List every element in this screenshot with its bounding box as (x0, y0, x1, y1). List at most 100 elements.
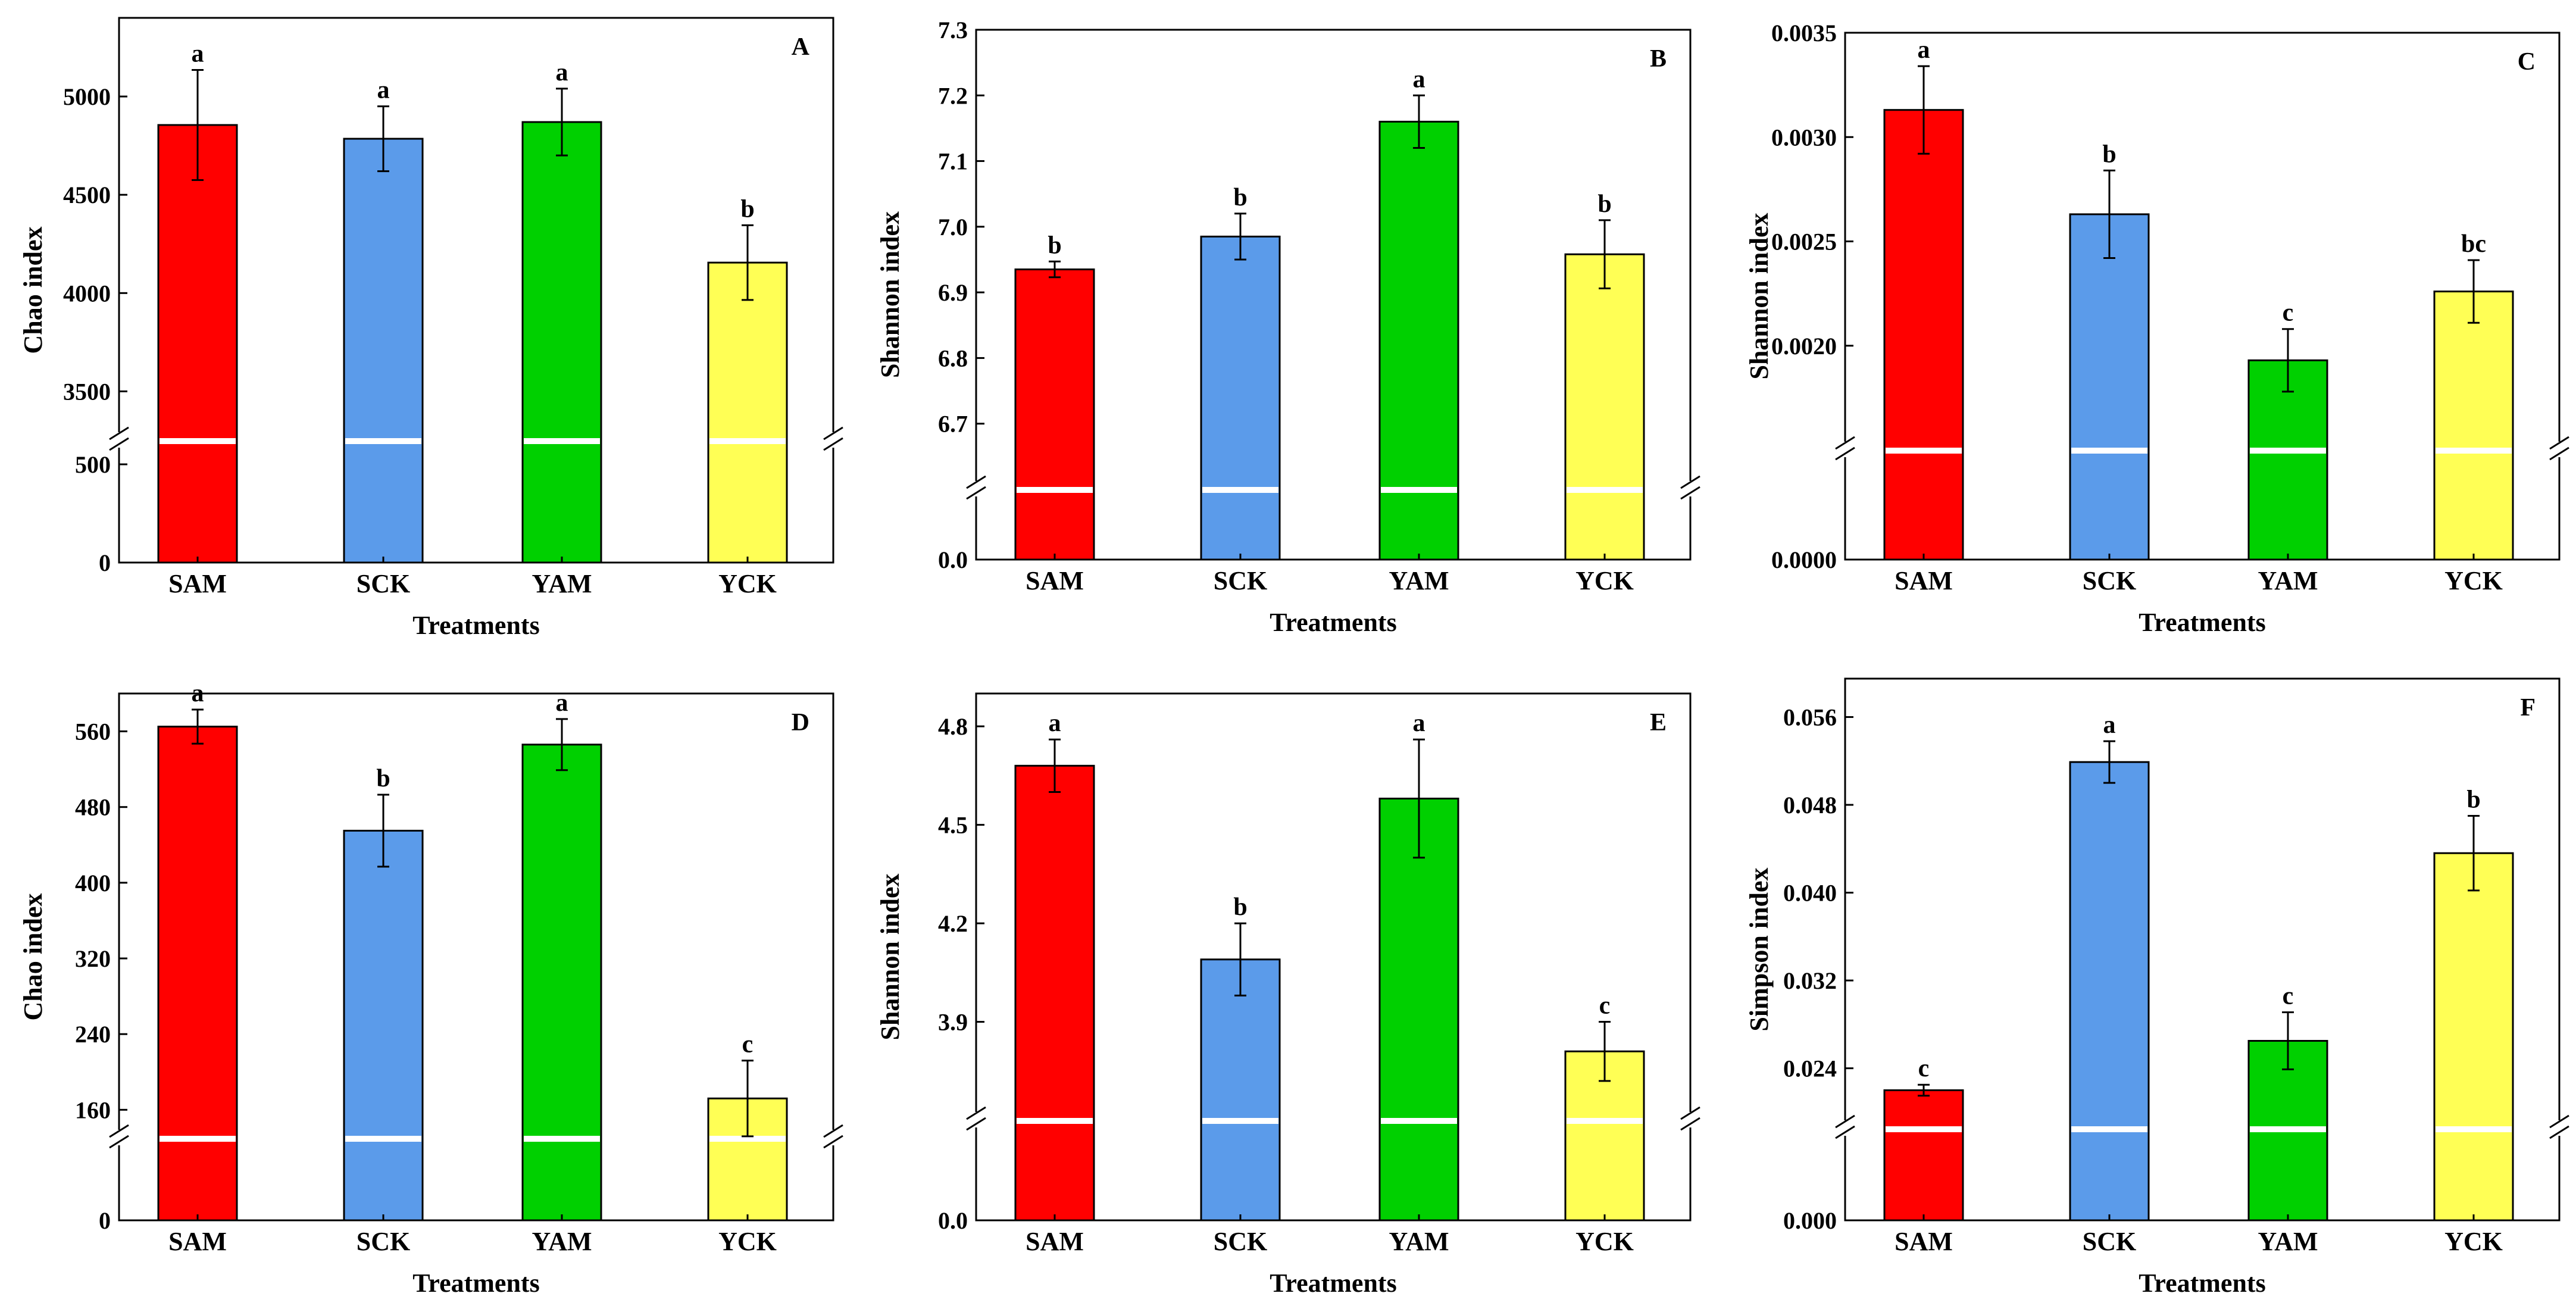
plot-frame (118, 17, 834, 564)
y-tick-label: 7.1 (938, 148, 968, 175)
y-tick-label: 0.032 (1783, 967, 1837, 994)
bar-sck (343, 829, 424, 1222)
bar-yck (1564, 253, 1645, 561)
bar-sck (1200, 235, 1281, 561)
bar-break-band (1886, 1126, 1962, 1132)
y-axis-title: Shannon index (1745, 213, 1774, 379)
significance-letter: c (1918, 1055, 1930, 1082)
x-tick-label: YAM (532, 569, 592, 598)
y-tick-label: 560 (75, 719, 111, 745)
bar-break-band (2250, 448, 2326, 454)
significance-letter: b (1598, 190, 1611, 218)
bar-break-band (2250, 1126, 2326, 1132)
y-tick-label: 0.0020 (1771, 333, 1837, 360)
bar-yck (2433, 290, 2514, 561)
x-tick-label: SAM (1895, 1227, 1953, 1256)
significance-letter: c (2283, 983, 2294, 1010)
axis-break-mark (1835, 1114, 1855, 1129)
y-tick-label: 480 (75, 794, 111, 821)
significance-letter: b (1233, 184, 1247, 211)
x-tick-label: SCK (1214, 1227, 1267, 1256)
bar-sam (1883, 1089, 1964, 1222)
bar-sam (157, 726, 238, 1222)
x-axis-title: Treatments (2139, 1269, 2265, 1298)
x-tick-label: YCK (2444, 566, 2503, 595)
bar-sck (1200, 958, 1281, 1222)
panel-letter: A (792, 33, 810, 61)
x-tick-label: YAM (532, 1227, 592, 1256)
bar-break-band (1017, 1118, 1093, 1124)
axis-break-mark (1680, 1106, 1700, 1120)
bar-sck (2069, 761, 2150, 1222)
bar-sck (343, 138, 424, 564)
x-tick-label: SAM (168, 1227, 227, 1256)
significance-letter: b (2466, 786, 2480, 813)
y-tick-label: 0 (99, 549, 111, 576)
y-tick-label: 0.048 (1783, 792, 1837, 819)
bar-yck (2433, 852, 2514, 1222)
y-tick-label: 0.056 (1783, 704, 1837, 731)
axis-break-mark (2549, 1114, 2569, 1129)
y-tick-label: 6.9 (938, 279, 968, 306)
bar-break-band (524, 438, 600, 444)
bar-break-band (1017, 487, 1093, 493)
y-axis-title: Shannon index (876, 873, 905, 1040)
bar-yam (1378, 120, 1459, 561)
y-axis-title: Simpson index (1745, 867, 1774, 1031)
bar-break-band (524, 1136, 600, 1142)
y-tick-label: 500 (75, 451, 111, 478)
axis-break-mark (109, 426, 129, 441)
x-axis-title: Treatments (412, 611, 539, 640)
plot-frame (118, 692, 834, 1222)
bar-yck (707, 261, 788, 564)
chart-panel-c: a SAM b SCK c YAM bc YCK 0.0020 0.0025 0.0030 0.003… (1745, 20, 2569, 637)
axis-break-mark (1680, 1117, 1700, 1131)
x-tick-label: YAM (1389, 566, 1449, 595)
x-tick-label: SAM (1895, 566, 1953, 595)
y-tick-label: 400 (75, 870, 111, 896)
x-tick-label: YCK (2444, 1227, 2503, 1256)
significance-letter: bc (2461, 230, 2486, 258)
axis-break-mark (823, 1135, 843, 1149)
axis-break-mark (109, 1135, 129, 1149)
significance-letter: b (2102, 140, 2116, 168)
bar-break-band (2436, 1126, 2512, 1132)
axis-break-mark (2549, 446, 2569, 461)
bar-break-band (1567, 487, 1643, 493)
x-tick-label: SCK (2083, 1227, 2136, 1256)
axis-break-mark (966, 486, 986, 500)
chart-panel-b: b SAM b SCK a YAM b YCK 6.7 6.8 6.9 7.0 7.1 7.2 7.3 0.0… (876, 17, 1700, 637)
bar-break-band (160, 438, 236, 444)
x-axis-title: Treatments (2139, 608, 2265, 637)
plot-frame (975, 692, 1692, 1222)
y-tick-label: 7.3 (938, 17, 968, 43)
bar-break-band (1381, 1118, 1457, 1124)
x-tick-label: YCK (718, 569, 777, 598)
y-tick-label: 0.0025 (1771, 229, 1837, 255)
bar-break-band (1202, 487, 1278, 493)
y-tick-label: 0.0 (938, 1207, 968, 1234)
axis-break-mark (1835, 446, 1855, 461)
bar-break-band (709, 1136, 786, 1142)
bar-break-band (1381, 487, 1457, 493)
axis-break-mark (966, 1106, 986, 1120)
panel-letter: F (2520, 694, 2536, 721)
x-axis-title: Treatments (412, 1269, 539, 1298)
chart-panel-a: a SAM a SCK a YAM b YCK 3500 4000 4500 5000 0 500 A Tre… (18, 17, 843, 640)
significance-letter: b (376, 765, 390, 792)
y-tick-label: 0.0035 (1771, 20, 1837, 46)
significance-letter: a (192, 680, 204, 707)
x-tick-label: SCK (357, 569, 410, 598)
x-tick-label: YCK (1575, 566, 1634, 595)
significance-letter: a (2103, 711, 2116, 739)
axis-break-mark (1680, 486, 1700, 500)
y-axis-title: Chao index (18, 894, 48, 1021)
y-tick-label: 6.7 (938, 411, 968, 438)
bar-sam (1014, 268, 1095, 561)
significance-letter: c (742, 1031, 754, 1058)
axis-break-mark (2549, 1125, 2569, 1139)
y-tick-label: 4000 (63, 280, 111, 307)
bar-yam (521, 744, 602, 1222)
significance-letter: a (1413, 710, 1425, 737)
x-tick-label: SAM (1026, 566, 1084, 595)
